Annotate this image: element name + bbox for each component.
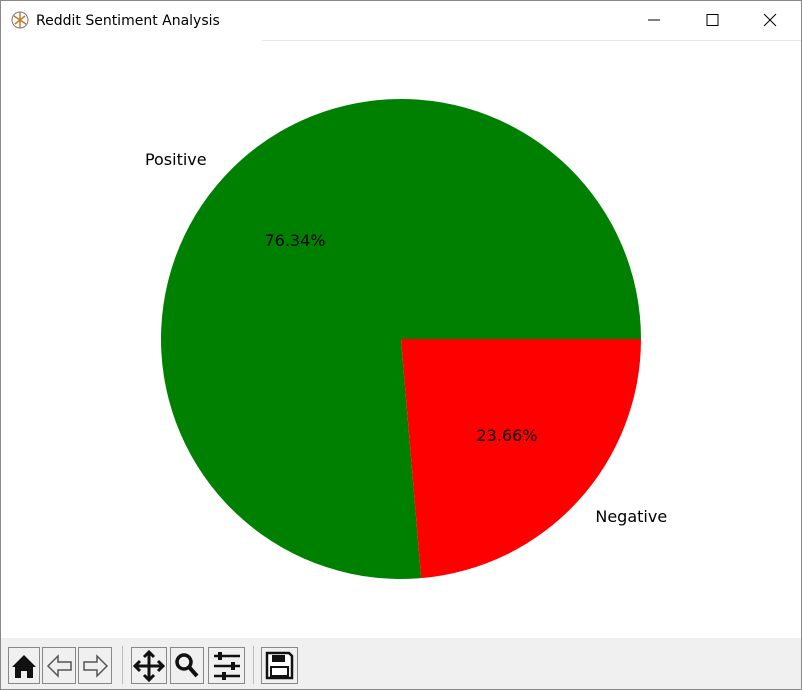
app-icon-glyph <box>13 12 27 28</box>
save-icon <box>272 655 285 662</box>
title-bar: Reddit Sentiment Analysis <box>11 11 801 41</box>
toolbar <box>1 638 801 689</box>
pan-icon <box>132 649 166 683</box>
configure-button[interactable] <box>208 647 245 684</box>
pan-button[interactable] <box>131 647 167 684</box>
toolbar-background <box>1 638 801 689</box>
save-icon <box>270 666 289 677</box>
zoom-icon <box>175 653 193 671</box>
slice-label: Positive <box>145 150 207 169</box>
pie-slice <box>401 339 641 579</box>
configure-icon <box>218 652 235 680</box>
save-button[interactable] <box>261 647 298 684</box>
maximize-button[interactable] <box>706 14 719 26</box>
zoom-icon <box>187 665 199 678</box>
percent-label: 76.34% <box>264 231 325 250</box>
slice-label: Negative <box>595 507 667 526</box>
pie-chart: Positive 76.34% Negative 23.66% <box>145 99 667 579</box>
forward-button[interactable] <box>78 647 112 684</box>
back-button[interactable] <box>42 647 76 684</box>
forward-icon <box>83 654 109 678</box>
home-icon <box>12 655 36 678</box>
window-title: Reddit Sentiment Analysis <box>36 13 220 29</box>
percent-label: 23.66% <box>477 426 538 445</box>
home-button[interactable] <box>8 647 40 684</box>
back-icon <box>46 654 72 678</box>
zoom-button[interactable] <box>170 647 204 684</box>
close-button[interactable] <box>763 13 777 27</box>
